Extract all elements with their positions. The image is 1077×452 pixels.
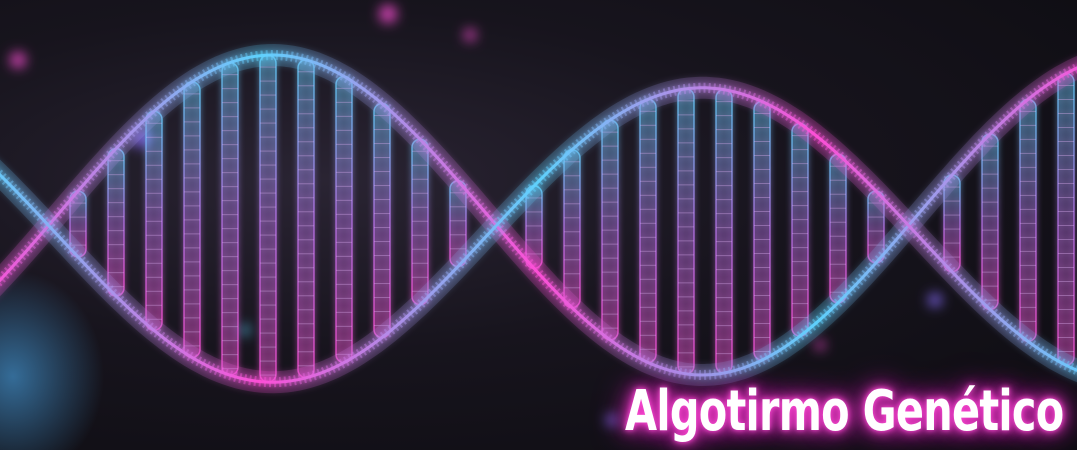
banner-title: Algotirmo Genético (624, 379, 1064, 444)
helix-rung (639, 98, 657, 364)
bokeh-particle (240, 325, 250, 335)
helix-rung (715, 88, 733, 374)
helix-rung (791, 122, 809, 337)
helix-rung (1019, 98, 1037, 343)
helix-rung (753, 100, 771, 361)
helix-rung (335, 75, 353, 364)
bokeh-particle (379, 5, 397, 23)
helix-rung (563, 149, 581, 309)
bokeh-particle (464, 29, 476, 41)
helix-rung (1057, 72, 1075, 366)
helix-rung (677, 88, 695, 375)
helix-rung (829, 153, 847, 304)
bokeh-particle (606, 414, 618, 426)
strand-b-layer (0, 86, 1077, 384)
bokeh-particle (815, 340, 825, 350)
helix-rung (221, 61, 239, 376)
bokeh-particle (928, 293, 942, 307)
helix-rung (411, 138, 429, 306)
helix-strands (0, 43, 1077, 394)
helix-rung (373, 102, 391, 339)
bokeh-particle (10, 52, 26, 68)
helix-rung (297, 59, 315, 379)
